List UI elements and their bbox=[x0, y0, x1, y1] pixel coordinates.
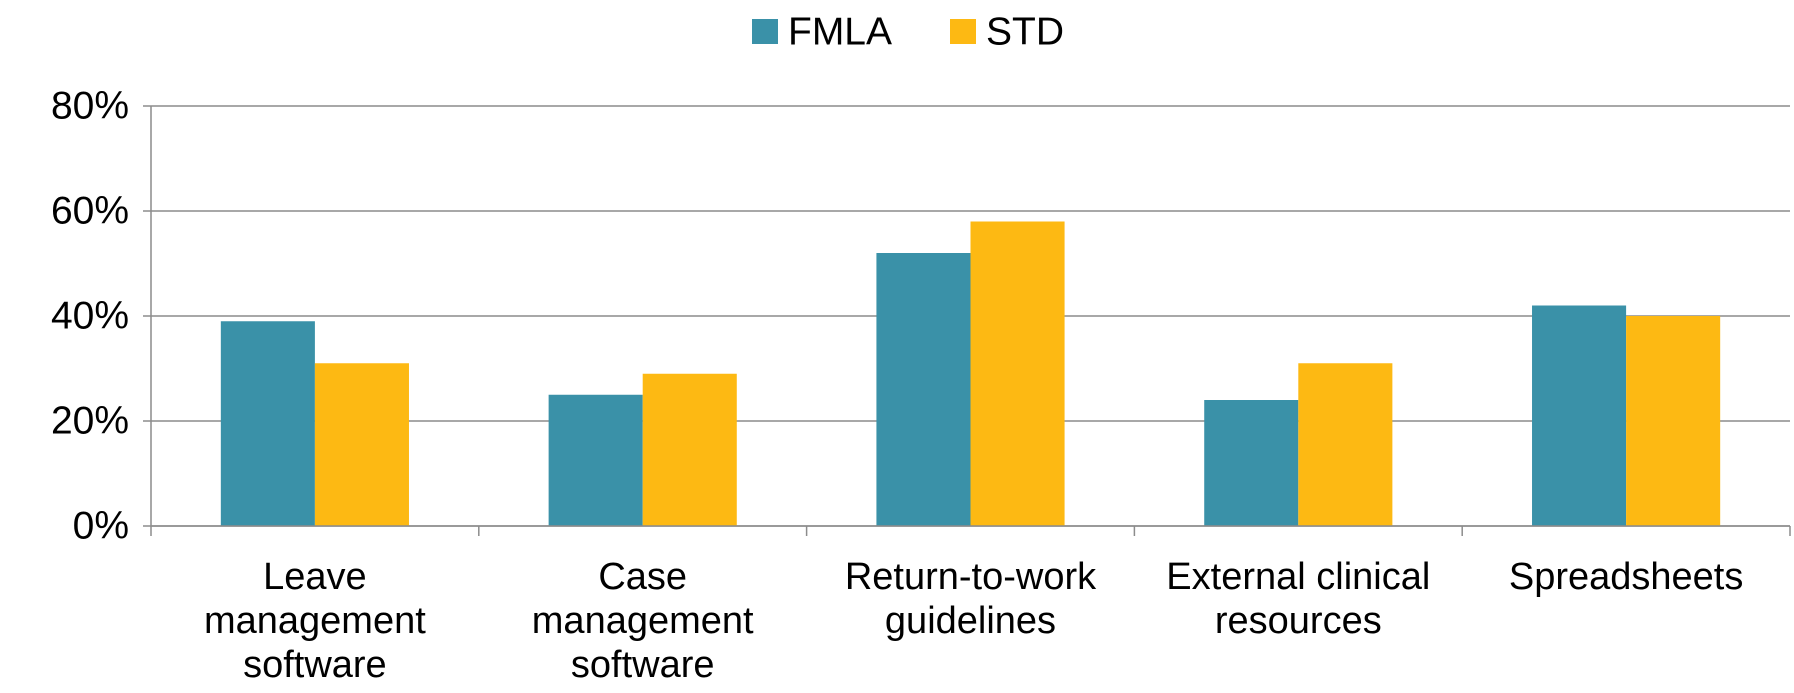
bar bbox=[1298, 363, 1393, 526]
bar bbox=[220, 321, 315, 526]
y-tick-label: 40% bbox=[51, 294, 129, 337]
legend-swatch bbox=[752, 19, 778, 44]
bar bbox=[642, 373, 737, 526]
y-tick-label: 20% bbox=[51, 399, 129, 442]
x-tick-label: Case management software bbox=[531, 556, 754, 686]
y-tick-label: 80% bbox=[51, 84, 129, 127]
x-tick-label: Return-to-work guidelines bbox=[844, 556, 1097, 642]
x-tick-label: External clinical resources bbox=[1166, 556, 1431, 642]
legend-swatch bbox=[950, 19, 976, 44]
legend-label: STD bbox=[986, 10, 1064, 53]
bar bbox=[1532, 305, 1627, 526]
bar bbox=[876, 253, 971, 526]
bar bbox=[548, 394, 643, 526]
bar bbox=[1204, 400, 1299, 526]
bar bbox=[1626, 316, 1721, 526]
bar bbox=[970, 221, 1065, 526]
x-tick-label: Leave management software bbox=[203, 556, 426, 686]
x-tick-label: Spreadsheets bbox=[1508, 556, 1744, 598]
legend-label: FMLA bbox=[788, 10, 892, 53]
y-tick-label: 60% bbox=[51, 189, 129, 232]
bar bbox=[314, 363, 409, 526]
y-tick-label: 0% bbox=[73, 504, 129, 547]
